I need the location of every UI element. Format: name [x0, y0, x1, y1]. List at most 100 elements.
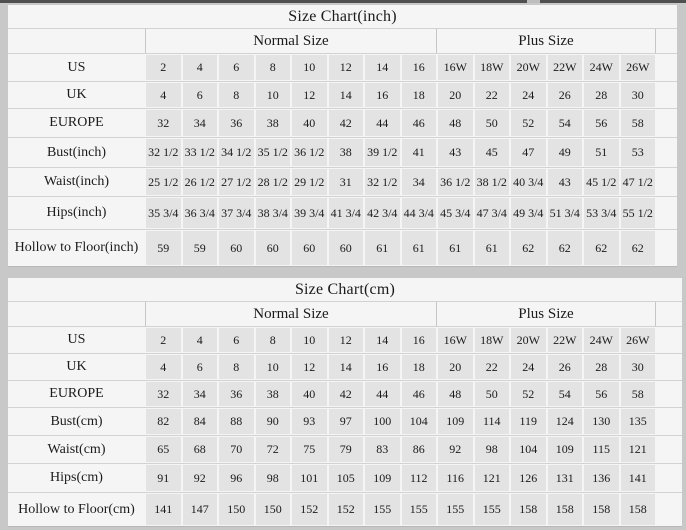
row-spacer: [656, 464, 682, 492]
top-border-bar-notch: [527, 0, 540, 3]
row-label: Waist(inch): [9, 169, 144, 195]
size-cell: 56: [584, 110, 619, 136]
size-cell: 32 1/2: [365, 169, 400, 195]
size-cell: 22: [474, 355, 509, 379]
size-cell: 150: [219, 494, 254, 525]
row-label: Waist(cm): [9, 437, 144, 462]
size-cell: 26 1/2: [182, 169, 217, 195]
size-cell: 16W: [438, 328, 473, 352]
size-cell: 32: [146, 382, 181, 406]
size-cell: 45 1/2: [584, 169, 619, 195]
size-cell: 62: [620, 231, 655, 265]
size-cell: 43: [547, 169, 582, 195]
size-cell: 12: [328, 328, 363, 352]
size-cell: 61: [365, 231, 400, 265]
size-cell: 30: [620, 355, 655, 379]
group-header-normal-size: Normal Size: [145, 302, 437, 326]
size-cell: 22W: [547, 328, 582, 352]
size-cell: 46: [401, 110, 436, 136]
size-cell: 18: [401, 83, 436, 107]
size-cell: 4: [146, 355, 181, 379]
size-cell: 16: [365, 83, 400, 107]
row-label: UK: [9, 355, 144, 379]
size-cell: 61: [438, 231, 473, 265]
size-cell: 124: [547, 409, 582, 434]
size-cell: 60: [255, 231, 290, 265]
size-cell: 34 1/2: [219, 139, 254, 166]
size-cell: 155: [401, 494, 436, 525]
size-cell: 55 1/2: [620, 198, 655, 228]
size-cell: 40 3/4: [511, 169, 546, 195]
size-cell: 48: [438, 110, 473, 136]
size-cell: 126: [511, 465, 546, 491]
size-cell: 109: [365, 465, 400, 491]
size-cell: 40: [292, 110, 327, 136]
size-cell: 91: [146, 465, 181, 491]
size-cell: 22: [474, 83, 509, 107]
size-cell: 72: [255, 437, 290, 462]
size-cell: 45 3/4: [438, 198, 473, 228]
row-label: US: [9, 55, 144, 80]
size-cell: 100: [365, 409, 400, 434]
row-label: Bust(cm): [9, 409, 144, 434]
size-cell: 38: [255, 110, 290, 136]
table-title-cm: Size Chart(cm): [294, 280, 396, 298]
size-cell: 49 3/4: [511, 198, 546, 228]
size-cell: 18W: [474, 328, 509, 352]
size-cell: 8: [219, 83, 254, 107]
size-cell: 158: [620, 494, 655, 525]
size-cell: 14: [365, 328, 400, 352]
size-cell: 65: [146, 437, 181, 462]
table-row: EUROPE 32 34 36 38 40 42 44 46 48 50 52 54 56 58: [8, 380, 682, 407]
size-cell: 25 1/2: [146, 169, 181, 195]
size-cell: 60: [292, 231, 327, 265]
size-cell: 24: [511, 83, 546, 107]
size-cell: 47: [511, 139, 546, 166]
size-cell: 141: [620, 465, 655, 491]
size-cell: 33 1/2: [182, 139, 217, 166]
size-cell: 10: [292, 328, 327, 352]
size-cell: 26: [547, 355, 582, 379]
size-cell: 59: [146, 231, 181, 265]
table-row: Bust(cm) 82 84 88 90 93 97 100 104 109 114 119 124 13…: [8, 407, 682, 435]
size-cell: 16: [401, 55, 436, 80]
size-cell: 48: [438, 382, 473, 406]
size-cell: 98: [474, 437, 509, 462]
size-cell: 10: [292, 55, 327, 80]
table-row: Waist(cm) 65 68 70 72 75 79 83 86 92 98 104 109 115 12…: [8, 435, 682, 463]
size-cell: 135: [620, 409, 655, 434]
size-cell: 28 1/2: [255, 169, 290, 195]
size-cell: 16W: [438, 55, 473, 80]
size-cell: 53: [620, 139, 655, 166]
size-cell: 121: [474, 465, 509, 491]
table-row: EUROPE 32 34 36 38 40 42 44 46 48 50 52 54 56 58: [8, 108, 677, 137]
top-border-bar: [0, 0, 686, 3]
group-header-blank: [8, 302, 145, 326]
row-label: Bust(inch): [9, 139, 144, 166]
size-cell: 46: [401, 382, 436, 406]
group-header-plus-size: Plus Size: [437, 302, 656, 326]
size-cell: 152: [292, 494, 327, 525]
size-cell: 34: [182, 382, 217, 406]
row-label: Hips(cm): [9, 465, 144, 491]
size-cell: 39 1/2: [365, 139, 400, 166]
row-label: Hollow to Floor(inch): [9, 231, 144, 265]
size-cell: 6: [182, 83, 217, 107]
size-cell: 62: [584, 231, 619, 265]
table-row: US 2 4 6 8 10 12 14 16 16W 18W 20W 22W 24W 26W: [8, 326, 682, 353]
group-header-normal-size: Normal Size: [145, 29, 437, 53]
size-cell: 92: [438, 437, 473, 462]
table-rows: US 2 4 6 8 10 12 14 16 16W 18W 20W 22W 24W 26W UK 4 6 8 10 1…: [8, 326, 682, 526]
size-cell: 155: [438, 494, 473, 525]
size-cell: 150: [255, 494, 290, 525]
table-row: Waist(inch) 25 1/2 26 1/2 27 1/2 28 1/2 29 1/…: [8, 167, 677, 196]
size-cell: 43: [438, 139, 473, 166]
size-cell: 16: [401, 328, 436, 352]
size-cell: 30: [620, 83, 655, 107]
size-cell: 75: [292, 437, 327, 462]
size-cell: 119: [511, 409, 546, 434]
size-cell: 28: [584, 355, 619, 379]
size-cell: 2: [146, 55, 181, 80]
row-spacer: [656, 436, 682, 463]
size-cell: 53 3/4: [584, 198, 619, 228]
